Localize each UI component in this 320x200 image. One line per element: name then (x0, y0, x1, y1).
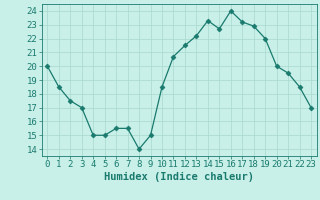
X-axis label: Humidex (Indice chaleur): Humidex (Indice chaleur) (104, 172, 254, 182)
